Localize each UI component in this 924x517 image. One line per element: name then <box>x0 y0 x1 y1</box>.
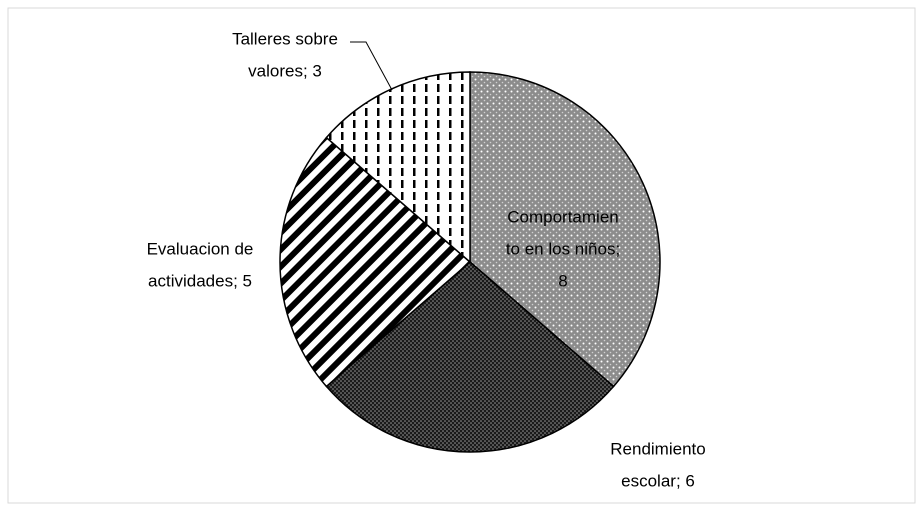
data-label: escolar; 6 <box>621 471 695 490</box>
data-label: Comportamien <box>507 207 619 226</box>
data-label: Talleres sobre <box>232 29 338 48</box>
data-label: 8 <box>558 271 567 290</box>
pie-slice <box>469 71 661 388</box>
data-label: to en los niños; <box>506 239 620 258</box>
data-label: valores; 3 <box>248 61 322 80</box>
pie-slice <box>325 261 615 453</box>
leader-line <box>350 41 393 91</box>
data-label: actividades; 5 <box>148 271 252 290</box>
data-label: Rendimiento <box>610 439 705 458</box>
pie-slice <box>279 136 472 388</box>
data-label: Evaluacion de <box>147 239 254 258</box>
